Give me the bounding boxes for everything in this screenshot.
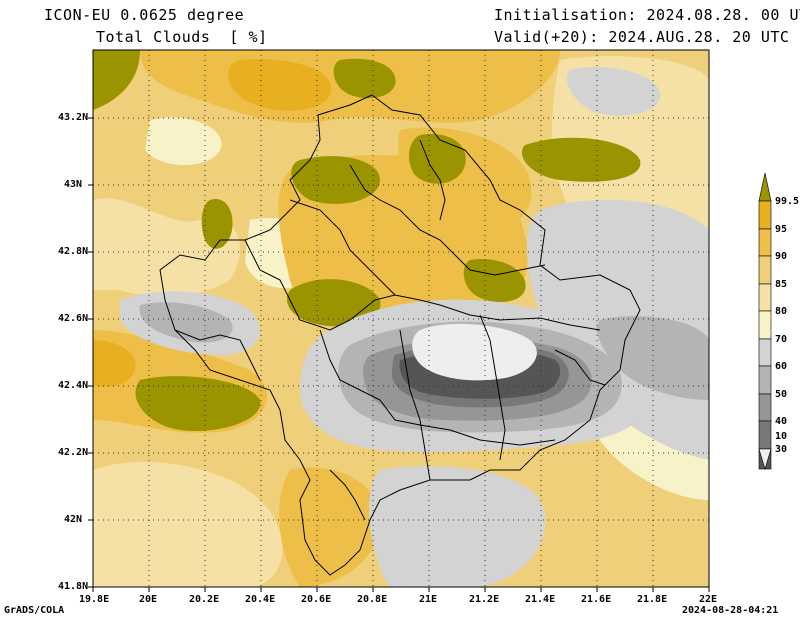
y-label-42.8n: 42.8N <box>58 246 89 257</box>
field-grey-ne <box>566 66 660 116</box>
boundary-inner-5 <box>399 329 431 481</box>
x-label-21.4e: 21.4E <box>525 594 556 605</box>
model-title: ICON-EU 0.0625 degree <box>44 6 245 24</box>
boundary-inner-9 <box>554 349 606 386</box>
x-label-20.2e: 20.2E <box>189 594 220 605</box>
boundary-inner-6 <box>479 314 506 461</box>
colorbar-40-50 <box>758 393 772 422</box>
axis-ticks <box>88 117 710 592</box>
boundaries <box>159 94 641 576</box>
colorbar-50-60 <box>758 365 772 395</box>
field-orange-n2 <box>228 59 332 111</box>
colorbar-label-95: 95 <box>775 224 788 235</box>
boundary-outer <box>159 94 641 576</box>
valid-time: Valid(+20): 2024.AUG.28. 20 UTC <box>494 28 790 46</box>
field-olive-c4 <box>463 259 526 302</box>
colorbar-95-995 <box>758 200 772 230</box>
x-label-19.8e: 19.8E <box>79 594 110 605</box>
field-light-south <box>93 461 283 587</box>
colorbar-under-arrow <box>758 448 772 471</box>
boundary-inner-4 <box>289 199 396 296</box>
x-label-21e: 21E <box>419 594 438 605</box>
colorbar-label-50: 50 <box>775 389 788 400</box>
y-label-42n: 42N <box>64 514 83 525</box>
field-mid-west <box>139 302 233 343</box>
colorbar-30-40 <box>758 420 772 450</box>
x-label-20.8e: 20.8E <box>357 594 388 605</box>
field-orange-south <box>279 467 380 587</box>
boundary-inner-3 <box>349 164 546 276</box>
colorbar-label-60: 60 <box>775 361 788 372</box>
field-olive-n <box>333 58 396 99</box>
boundary-inner-2 <box>319 329 556 446</box>
y-label-42.6n: 42.6N <box>58 313 89 324</box>
init-time: Initialisation: 2024.08.28. 00 UTC <box>494 6 800 24</box>
colorbar-80-85 <box>758 283 772 312</box>
colorbar-label-90: 90 <box>775 251 788 262</box>
field-orange-sw <box>93 340 136 387</box>
y-label-41.8n: 41.8N <box>58 581 89 592</box>
colorbar-over-arrow <box>758 172 772 202</box>
field-olive-w <box>135 376 261 431</box>
field-clear-core <box>412 323 537 381</box>
y-label-43n: 43N <box>64 179 83 190</box>
x-label-20.4e: 20.4E <box>245 594 276 605</box>
footer-timestamp: 2024-08-28-04:21 <box>682 605 779 616</box>
x-label-21.8e: 21.8E <box>637 594 668 605</box>
x-label-21.6e: 21.6E <box>581 594 612 605</box>
colorbar <box>758 172 772 471</box>
colorbar-label-10-visible: 10 <box>775 431 788 442</box>
field-mid-east <box>596 316 709 400</box>
colorbar-label-99.5: 99.5 <box>775 196 800 207</box>
colorbar-label-85: 85 <box>775 279 788 290</box>
boundary-inner-7 <box>174 329 261 381</box>
x-label-21.2e: 21.2E <box>469 594 500 605</box>
field-grey-south <box>369 466 546 587</box>
colorbar-label-40: 40 <box>775 416 788 427</box>
field-olive-c1 <box>291 156 380 204</box>
field-olive-c2 <box>408 134 466 184</box>
boundary-inner-10 <box>329 469 366 521</box>
colorbar-label-70: 70 <box>775 334 788 345</box>
footer-credit: GrADS/COLA <box>4 605 65 616</box>
colorbar-60-70 <box>758 338 772 367</box>
colorbar-70-80 <box>758 310 772 340</box>
field-olive-ne <box>521 137 641 182</box>
boundary-inner-1 <box>244 239 601 331</box>
variable-title: Total Clouds [ %] <box>96 28 268 46</box>
colorbar-label-30: 30 <box>775 444 788 455</box>
field-light-pale <box>145 117 222 165</box>
field-olive-w2 <box>201 199 233 249</box>
colorbar-label-80: 80 <box>775 306 788 317</box>
x-label-20.6e: 20.6E <box>301 594 332 605</box>
boundary-inner-8 <box>419 139 446 221</box>
y-label-43.2n: 43.2N <box>58 112 89 123</box>
y-label-42.2n: 42.2N <box>58 447 89 458</box>
colorbar-85-90 <box>758 255 772 285</box>
colorbar-90-95 <box>758 228 772 257</box>
field-olive-nw <box>93 50 140 110</box>
x-label-22e: 22E <box>699 594 718 605</box>
y-label-42.4n: 42.4N <box>58 380 89 391</box>
x-label-20e: 20E <box>139 594 158 605</box>
cloud-field <box>93 50 709 587</box>
